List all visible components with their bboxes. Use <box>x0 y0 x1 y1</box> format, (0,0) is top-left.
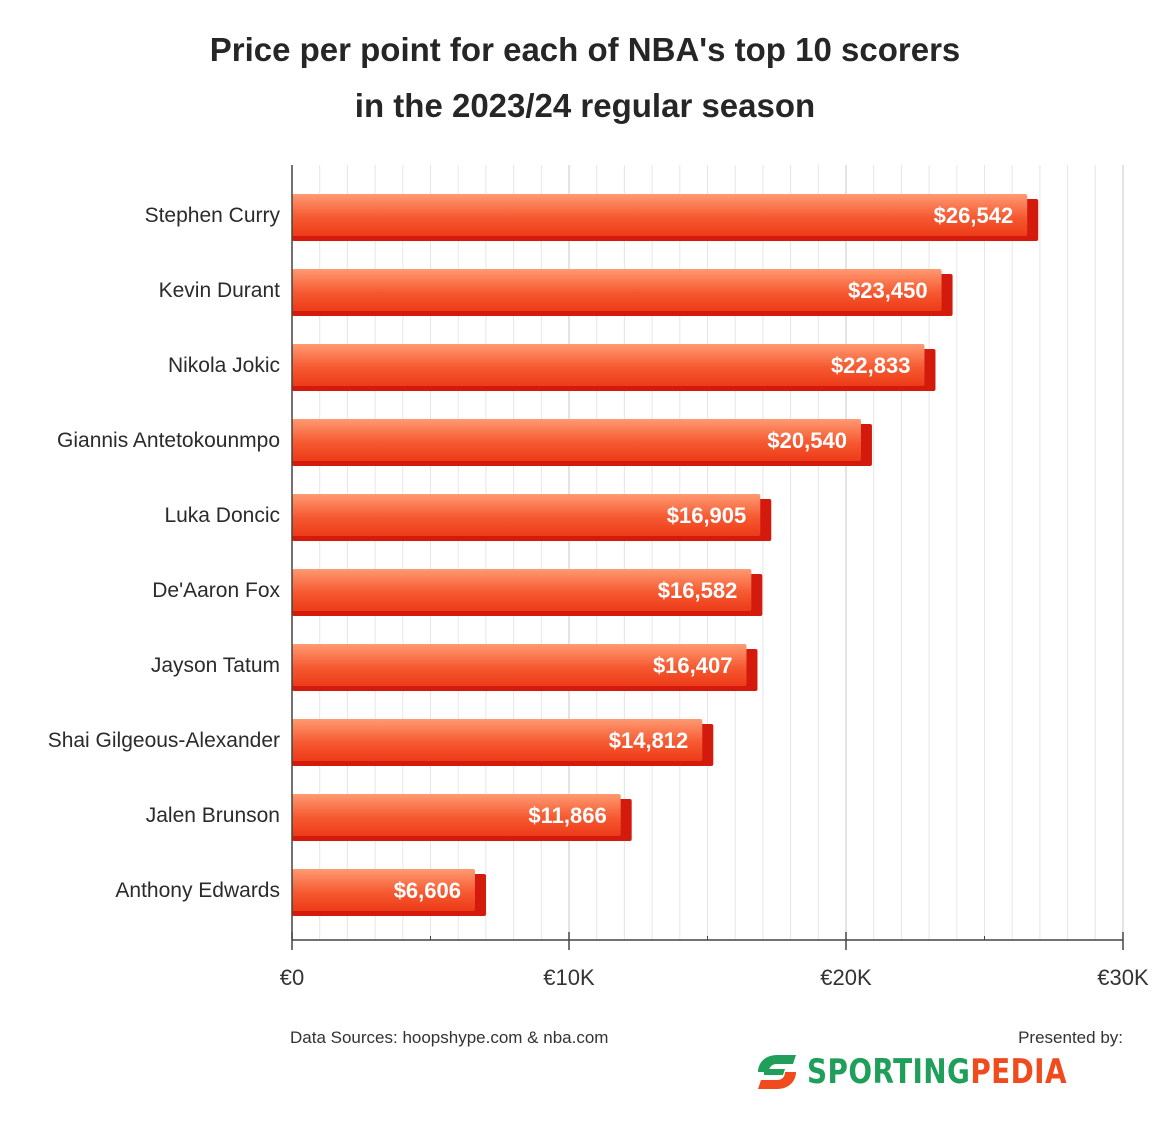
bar-value-label: $23,450 <box>848 278 928 303</box>
bar <box>292 194 1028 236</box>
category-label: Nikola Jokic <box>168 354 280 377</box>
category-label: Jayson Tatum <box>151 654 280 677</box>
x-axis: €0 €10K €20K €30K Stephen Curry Kevin Durant N… <box>48 165 1149 990</box>
category-label: De'Aaron Fox <box>152 579 280 602</box>
category-label: Jalen Brunson <box>146 804 280 827</box>
bar-group: $26,542 <box>292 194 1039 241</box>
brand-wordmark-part1: SPORTING <box>806 1052 971 1092</box>
bar <box>292 344 925 386</box>
bar <box>292 644 747 686</box>
bar-group: $14,812 <box>292 719 714 766</box>
bar-group: $23,450 <box>292 269 953 316</box>
category-label: Anthony Edwards <box>115 879 280 902</box>
category-label: Giannis Antetokounmpo <box>57 429 280 452</box>
x-axis-tick-label: €0 <box>280 965 304 990</box>
data-source-note: Data Sources: hoopshype.com & nba.com <box>290 1028 609 1047</box>
bar-value-label: $6,606 <box>394 878 461 903</box>
bar-value-label: $11,866 <box>528 803 606 828</box>
sportingpedia-logo: SPORTINGPEDIA <box>755 1048 1124 1096</box>
bar <box>292 569 752 611</box>
bar-value-label: $22,833 <box>831 353 911 378</box>
brand-wordmark-part2: PEDIA <box>970 1052 1067 1092</box>
x-axis-tick-label: €30K <box>1097 965 1149 990</box>
sportingpedia-logo-icon <box>757 1055 796 1089</box>
bar-value-label: $16,905 <box>667 503 747 528</box>
chart-title: Price per point for each of NBA's top 10… <box>0 22 1170 134</box>
chart-title-line-1: Price per point for each of NBA's top 10… <box>209 31 961 68</box>
category-label: Stephen Curry <box>145 204 281 227</box>
bar-group: $16,905 <box>292 494 772 541</box>
bar-value-label: $16,582 <box>658 578 738 603</box>
bar <box>292 869 475 911</box>
bar-group: $22,833 <box>292 344 936 391</box>
bar-group: $11,866 <box>292 794 632 841</box>
x-axis-tick-label: €10K <box>543 965 595 990</box>
bar <box>292 419 861 461</box>
bar-value-label: $14,812 <box>609 728 689 753</box>
bar <box>292 794 621 836</box>
bar-value-label: $16,407 <box>653 653 733 678</box>
category-label: Shai Gilgeous-Alexander <box>48 729 280 752</box>
bar <box>292 494 761 536</box>
bars: $26,542 $23,450 $22,833 $20,540 $16,905 $16,5… <box>292 194 1039 916</box>
presented-by-label: Presented by: <box>1018 1028 1123 1047</box>
bar-chart: $26,542 $23,450 $22,833 $20,540 $16,905 $16,5… <box>48 165 1149 990</box>
chart-title-line-2: in the 2023/24 regular season <box>354 87 816 124</box>
category-label: Kevin Durant <box>159 279 281 302</box>
bar <box>292 719 703 761</box>
bar-group: $16,407 <box>292 644 758 691</box>
x-axis-tick-label: €20K <box>820 965 872 990</box>
brand-wordmark: SPORTINGPEDIA <box>807 1052 1067 1092</box>
bar-value-label: $20,540 <box>767 428 847 453</box>
bar-group: $6,606 <box>292 869 486 916</box>
bar-value-label: $26,542 <box>934 203 1014 228</box>
bar <box>292 269 942 311</box>
bar-group: $20,540 <box>292 419 872 466</box>
bar-group: $16,582 <box>292 569 763 616</box>
category-label: Luka Doncic <box>164 504 280 527</box>
